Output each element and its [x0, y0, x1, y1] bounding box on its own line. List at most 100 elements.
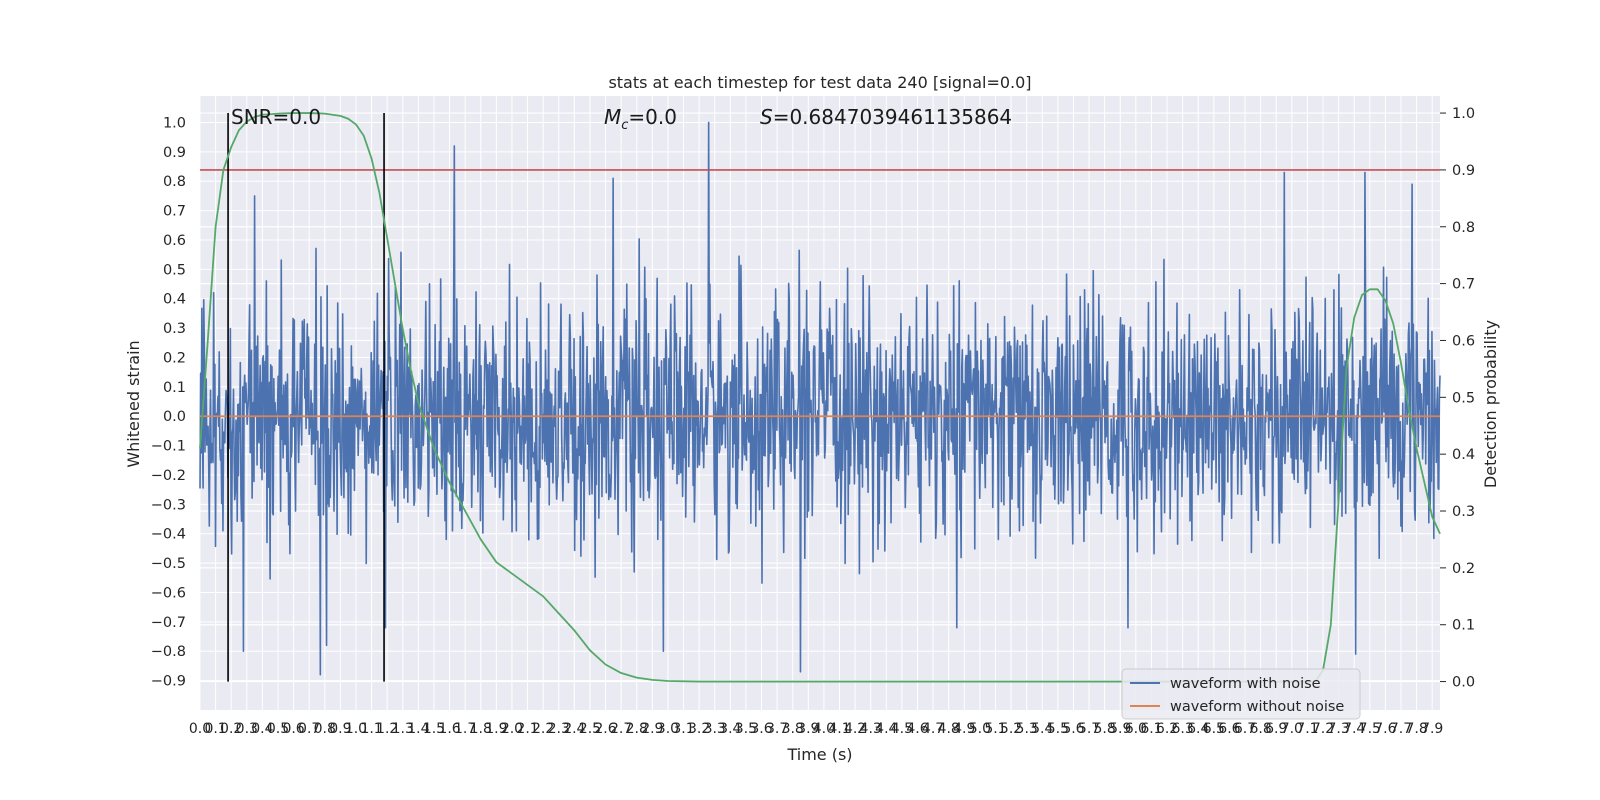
y-left-tick-label: 0.0	[163, 409, 186, 425]
y-right-tick-label: 0.0	[1452, 675, 1475, 691]
y-right-tick-label: 0.4	[1452, 447, 1475, 463]
x-tick-label: 7.4	[1343, 721, 1365, 737]
y-left-tick-label: 0.5	[163, 262, 186, 278]
x-tick-label: 6.4	[1187, 721, 1209, 737]
x-tick-labels: 0.00.10.20.30.40.50.60.70.80.91.01.11.21…	[189, 721, 1443, 737]
y-left-tick-label: 0.7	[163, 204, 186, 220]
x-tick-label: 1.4	[407, 721, 429, 737]
y-left-tick-label: −0.1	[151, 439, 186, 455]
y-left-tick-label: 0.6	[163, 233, 186, 249]
y-left-tick-label: 0.9	[163, 145, 186, 161]
x-tick-label: 0.7	[298, 721, 320, 737]
x-tick-label: 5.5	[1047, 721, 1069, 737]
x-tick-label: 1.5	[423, 721, 445, 737]
x-tick-label: 4.0	[813, 721, 835, 737]
y-right-tick-label: 0.6	[1452, 333, 1475, 349]
x-tick-label: 0.6	[282, 721, 304, 737]
x-tick-label: 5.8	[1094, 721, 1116, 737]
s-symbol: S	[760, 105, 773, 129]
x-tick-label: 5.1	[984, 721, 1006, 737]
y-left-tick-labels: −0.9 −0.8 −0.7 −0.6 −0.5 −0.4 −0.3 −0.2 −0.1 0.0 0…	[151, 115, 186, 689]
x-tick-label: 5.7	[1078, 721, 1100, 737]
x-tick-label: 2.0	[501, 721, 523, 737]
stats-annotations: SNR=0.0 Mc=0.0 S=0.6847039461135864	[231, 105, 1012, 133]
series-detection-probability	[199, 112, 1441, 683]
y-axis-right-label: Detection probability	[1481, 320, 1500, 488]
y-right-tick-label: 0.2	[1452, 561, 1475, 577]
mc-subscript: c	[621, 118, 628, 133]
snr-annotation: SNR=0.0	[231, 105, 321, 129]
x-tick-label: 3.5	[735, 721, 757, 737]
x-tick-label: 1.1	[360, 721, 382, 737]
y-left-tick-label: −0.3	[151, 497, 186, 513]
x-tick-label: 2.9	[641, 721, 663, 737]
y-right-tick-label: 0.5	[1452, 390, 1475, 406]
x-tick-label: 1.6	[438, 721, 460, 737]
x-tick-label: 0.0	[189, 721, 211, 737]
y-right-tick-label: 0.8	[1452, 220, 1475, 236]
mc-value: =0.0	[628, 105, 677, 129]
x-tick-label: 7.1	[1296, 721, 1318, 737]
x-tick-label: 3.6	[750, 721, 772, 737]
x-tick-label: 1.3	[392, 721, 414, 737]
y-left-tick-label: 0.1	[163, 380, 186, 396]
legend-label-noise: waveform with noise	[1170, 676, 1321, 692]
mc-annotation: Mc=0.0	[604, 105, 677, 133]
legend: waveform with noise waveform without noi…	[1121, 668, 1361, 720]
x-tick-label: 6.3	[1172, 721, 1194, 737]
x-tick-label: 2.6	[594, 721, 616, 737]
x-tick-label: 0.1	[204, 721, 226, 737]
y-left-tick-label: 1.0	[163, 115, 186, 131]
series-waveform-with-noise	[199, 121, 1441, 676]
y-left-tick-label: 0.4	[163, 292, 186, 308]
y-left-tick-label: −0.4	[151, 527, 186, 543]
x-tick-label: 6.9	[1265, 721, 1287, 737]
x-tick-label: 3.8	[782, 721, 804, 737]
x-tick-label: 7.5	[1359, 721, 1381, 737]
x-tick-label: 6.1	[1140, 721, 1162, 737]
x-tick-label: 0.8	[314, 721, 336, 737]
x-tick-label: 6.6	[1218, 721, 1240, 737]
y-left-tick-label: −0.9	[151, 674, 186, 690]
x-tick-label: 4.4	[875, 721, 897, 737]
x-tick-label: 7.9	[1421, 721, 1443, 737]
x-tick-label: 0.2	[220, 721, 242, 737]
x-tick-label: 6.7	[1234, 721, 1256, 737]
y-left-tick-label: −0.8	[151, 644, 186, 660]
x-tick-label: 1.8	[470, 721, 492, 737]
x-tick-label: 2.4	[563, 721, 585, 737]
legend-box	[1121, 668, 1361, 720]
x-tick-label: 6.0	[1125, 721, 1147, 737]
x-tick-label: 5.2	[1000, 721, 1022, 737]
y-right-tick-label: 0.9	[1452, 163, 1475, 179]
x-tick-label: 6.5	[1203, 721, 1225, 737]
x-tick-label: 0.4	[251, 721, 273, 737]
x-tick-label: 5.3	[1016, 721, 1038, 737]
y-axis-left-label: Whitened strain	[124, 340, 143, 467]
x-tick-label: 2.2	[532, 721, 554, 737]
x-tick-label: 7.0	[1281, 721, 1303, 737]
x-tick-label: 3.2	[688, 721, 710, 737]
legend-label-clean: waveform without noise	[1170, 699, 1344, 715]
x-tick-label: 5.4	[1031, 721, 1053, 737]
x-tick-label: 3.0	[657, 721, 679, 737]
y-left-tick-label: 0.3	[163, 321, 186, 337]
x-axis-label: Time (s)	[786, 745, 852, 764]
mc-symbol: M	[604, 105, 621, 129]
s-value: =0.6847039461135864	[773, 105, 1012, 129]
x-tick-label: 4.6	[906, 721, 928, 737]
x-tick-label: 7.3	[1327, 721, 1349, 737]
x-tick-label: 4.9	[953, 721, 975, 737]
x-tick-label: 4.8	[938, 721, 960, 737]
y-right-tick-label: 1.0	[1452, 106, 1475, 122]
y-left-tick-label: −0.7	[151, 615, 186, 631]
y-left-tick-label: −0.6	[151, 585, 186, 601]
y-left-tick-label: 0.8	[163, 174, 186, 190]
x-tick-label: 2.1	[516, 721, 538, 737]
data-layer	[199, 112, 1441, 683]
y-right-tick-label: 0.1	[1452, 618, 1475, 634]
y-left-tick-label: −0.5	[151, 556, 186, 572]
x-tick-label: 3.9	[797, 721, 819, 737]
x-tick-label: 2.5	[579, 721, 601, 737]
